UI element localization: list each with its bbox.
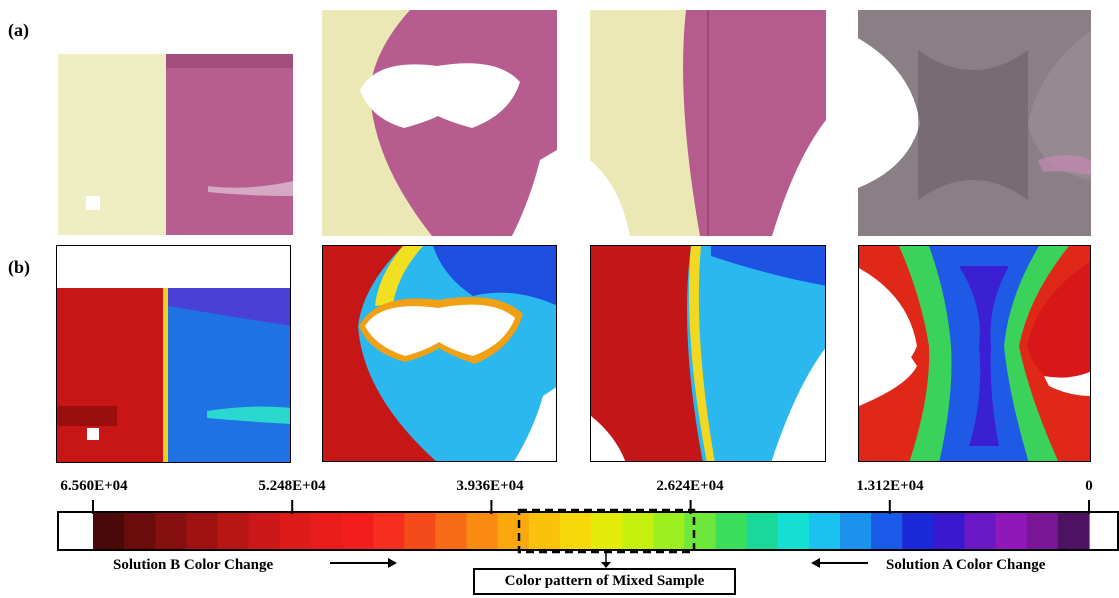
- colorbar-tick-label: 2.624E+04: [656, 478, 724, 494]
- colorbar-swatch: [622, 513, 654, 549]
- colorbar-tick-label: 3.936E+04: [456, 478, 524, 494]
- colorbar-swatch: [528, 513, 561, 549]
- colorbar-swatch: [279, 513, 312, 549]
- colorbar-swatch: [684, 513, 717, 549]
- colorbar-swatch: [342, 513, 374, 549]
- solution-b-arrowhead: [388, 558, 397, 568]
- colorbar-swatch: [248, 513, 281, 549]
- colorbar-ticks: [92, 500, 1090, 514]
- colorbar-swatch: [840, 513, 872, 549]
- panel-label-b: (b): [8, 257, 30, 277]
- panel-label-a: (a): [8, 20, 29, 40]
- colorbar-swatch: [902, 513, 934, 549]
- colorbar-swatch: [715, 513, 748, 549]
- photo-panel-2: [322, 10, 557, 236]
- colormap-panel-2: [322, 245, 557, 462]
- colorbar-swatch: [155, 513, 187, 549]
- colorbar-tick-label: 5.248E+04: [258, 478, 326, 494]
- solution-a-caption: Solution A Color Change: [886, 557, 1046, 573]
- colorbar-swatch: [933, 513, 966, 549]
- colorbar-swatch: [404, 513, 436, 549]
- photo-panel-4: [858, 10, 1091, 236]
- colorbar-swatch: [93, 513, 125, 549]
- colorbar-swatch: [871, 513, 903, 549]
- colorbar-swatch: [964, 513, 997, 549]
- colorbar-swatch: [746, 513, 779, 549]
- photo-panel-3: [590, 10, 826, 236]
- colorbar-tick-label: 0: [1085, 478, 1093, 494]
- colorbar-swatch: [435, 513, 468, 549]
- colorbar-tick-label: 6.560E+04: [60, 478, 128, 494]
- colorbar-swatch: [995, 513, 1028, 549]
- colorbar-swatch: [373, 513, 405, 549]
- colorbar-swatch: [1026, 513, 1059, 549]
- colorbar-swatch: [186, 513, 219, 549]
- colorbar-swatch: [808, 513, 841, 549]
- solution-a-arrowhead: [811, 558, 820, 568]
- colorbar-swatch: [653, 513, 685, 549]
- colorbar-swatch: [559, 513, 592, 549]
- colorbar-swatch: [466, 513, 499, 549]
- colorbar-swatch: [591, 513, 623, 549]
- photo-panel-1: [58, 46, 293, 235]
- colorbar-swatches: [93, 513, 1090, 549]
- colorbar-swatch: [497, 513, 530, 549]
- colorbar-tick-label: 1.312E+04: [856, 478, 924, 494]
- colorbar-swatch: [124, 513, 156, 549]
- mixed-sample-arrowhead: [601, 562, 611, 568]
- colormap-panel-1: [56, 245, 291, 463]
- colorbar: [57, 500, 1119, 568]
- colorbar-swatch: [1057, 513, 1090, 549]
- colormap-panel-3: [590, 245, 826, 462]
- mixed-sample-caption: Color pattern of Mixed Sample: [473, 568, 736, 595]
- colormap-panel-4: [858, 245, 1091, 462]
- colorbar-swatch: [310, 513, 343, 549]
- colorbar-swatch: [777, 513, 810, 549]
- colorbar-swatch: [217, 513, 250, 549]
- solution-b-caption: Solution B Color Change: [113, 557, 274, 573]
